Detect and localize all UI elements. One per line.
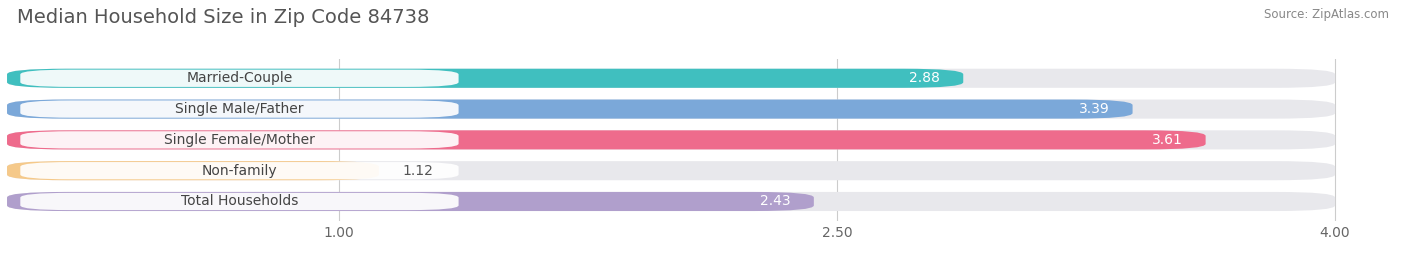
Text: Median Household Size in Zip Code 84738: Median Household Size in Zip Code 84738 <box>17 8 429 27</box>
FancyBboxPatch shape <box>20 100 458 118</box>
Text: Non-family: Non-family <box>201 164 277 178</box>
FancyBboxPatch shape <box>20 162 458 179</box>
Text: Single Female/Mother: Single Female/Mother <box>165 133 315 147</box>
FancyBboxPatch shape <box>7 192 814 211</box>
FancyBboxPatch shape <box>7 130 1336 149</box>
Text: Total Households: Total Households <box>181 194 298 208</box>
Text: Married-Couple: Married-Couple <box>187 71 292 85</box>
FancyBboxPatch shape <box>7 130 1205 149</box>
FancyBboxPatch shape <box>7 100 1336 119</box>
Text: Single Male/Father: Single Male/Father <box>176 102 304 116</box>
Text: 3.61: 3.61 <box>1152 133 1182 147</box>
FancyBboxPatch shape <box>20 131 458 148</box>
FancyBboxPatch shape <box>7 161 378 180</box>
Text: 3.39: 3.39 <box>1078 102 1109 116</box>
FancyBboxPatch shape <box>7 161 1336 180</box>
Text: 2.43: 2.43 <box>761 194 790 208</box>
FancyBboxPatch shape <box>20 193 458 210</box>
FancyBboxPatch shape <box>7 69 1336 88</box>
Text: 2.88: 2.88 <box>910 71 941 85</box>
FancyBboxPatch shape <box>7 69 963 88</box>
Text: 1.12: 1.12 <box>402 164 433 178</box>
Text: Source: ZipAtlas.com: Source: ZipAtlas.com <box>1264 8 1389 21</box>
FancyBboxPatch shape <box>7 192 1336 211</box>
FancyBboxPatch shape <box>20 70 458 87</box>
FancyBboxPatch shape <box>7 100 1133 119</box>
